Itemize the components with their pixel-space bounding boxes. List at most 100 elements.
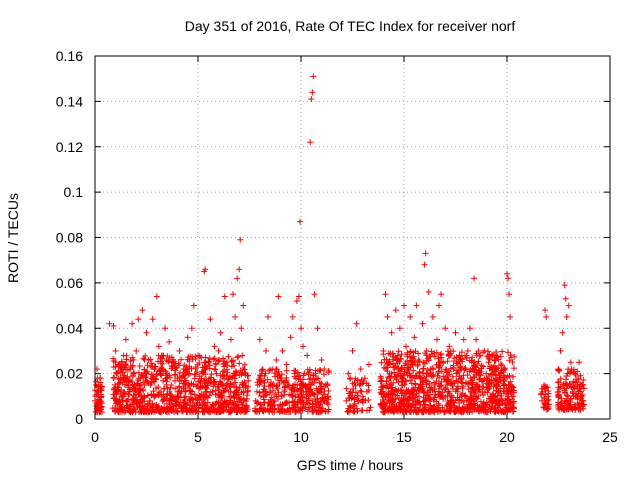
y-tick-label: 0.02 xyxy=(56,366,83,382)
x-tick-labels: 0 5 10 15 20 25 xyxy=(91,429,618,445)
data-point xyxy=(257,337,263,343)
data-point xyxy=(240,303,246,309)
data-point xyxy=(113,348,119,354)
x-tick-label: 15 xyxy=(396,429,412,445)
data-point-dense xyxy=(284,368,290,374)
data-point xyxy=(176,348,182,354)
data-point xyxy=(556,389,562,395)
x-axis-label: GPS time / hours xyxy=(297,457,404,473)
data-point-dense xyxy=(325,401,331,407)
data-point xyxy=(411,334,417,340)
data-point xyxy=(238,325,244,331)
data-point-dense xyxy=(325,388,331,394)
data-point-dense xyxy=(274,384,280,390)
x-tick-label: 20 xyxy=(499,429,515,445)
data-point xyxy=(228,337,234,343)
data-point xyxy=(542,307,548,313)
data-point xyxy=(189,325,195,331)
data-point xyxy=(310,73,316,79)
data-point xyxy=(504,271,510,277)
data-point-dense xyxy=(137,363,143,369)
data-point xyxy=(290,314,296,320)
data-point xyxy=(505,275,511,281)
data-point xyxy=(422,262,428,268)
data-point xyxy=(568,359,574,365)
y-tick-labels: 00.020.040.060.080.10.120.140.16 xyxy=(56,48,83,427)
data-point xyxy=(560,330,566,336)
data-point xyxy=(434,337,440,343)
data-point-dense xyxy=(207,355,213,361)
data-point xyxy=(366,362,372,368)
data-point xyxy=(393,307,399,313)
data-point-dense xyxy=(245,378,251,384)
data-point xyxy=(230,291,236,297)
data-point-dense xyxy=(396,348,402,354)
data-point xyxy=(354,321,360,327)
data-point-dense xyxy=(216,357,222,363)
data-point xyxy=(576,359,582,365)
data-point xyxy=(284,362,290,368)
data-point xyxy=(563,296,569,302)
data-points xyxy=(92,73,587,415)
data-point xyxy=(135,316,141,322)
data-point-dense xyxy=(499,348,505,354)
data-point-dense xyxy=(505,349,511,355)
data-point xyxy=(298,325,304,331)
roti-scatter-chart: Day 351 of 2016, Rate Of TEC Index for r… xyxy=(0,0,640,480)
data-point xyxy=(473,337,479,343)
data-point xyxy=(358,366,364,372)
y-tick-label: 0.08 xyxy=(56,230,83,246)
x-tick-label: 25 xyxy=(602,429,618,445)
data-point xyxy=(133,348,139,354)
data-point xyxy=(465,348,471,354)
data-point-dense xyxy=(131,371,137,377)
data-point-dense xyxy=(358,389,364,395)
y-tick-label: 0.14 xyxy=(56,93,83,109)
data-point xyxy=(385,314,391,320)
data-point xyxy=(319,357,325,363)
data-point xyxy=(156,343,162,349)
data-point xyxy=(311,291,317,297)
x-tick-label: 0 xyxy=(91,429,99,445)
data-point xyxy=(438,291,444,297)
data-point xyxy=(446,343,452,349)
data-point xyxy=(389,330,395,336)
data-point xyxy=(436,303,442,309)
data-point xyxy=(154,293,160,299)
data-point-dense xyxy=(235,354,241,360)
data-point-dense xyxy=(121,353,127,359)
data-point xyxy=(166,339,172,345)
data-point xyxy=(430,314,436,320)
data-point xyxy=(191,303,197,309)
data-point xyxy=(162,325,168,331)
data-point xyxy=(275,293,281,299)
y-tick-label: 0.16 xyxy=(56,48,83,64)
data-point-dense xyxy=(511,365,517,371)
data-point xyxy=(485,359,491,365)
data-point xyxy=(150,316,156,322)
y-tick-label: 0 xyxy=(75,411,83,427)
data-point xyxy=(413,303,419,309)
y-axis-label: ROTI / TECUs xyxy=(5,193,21,283)
data-point xyxy=(471,275,477,281)
x-tick-label: 5 xyxy=(194,429,202,445)
y-tick-label: 0.12 xyxy=(56,139,83,155)
data-point-dense xyxy=(502,374,508,380)
data-point-dense xyxy=(225,354,231,360)
data-point xyxy=(168,382,174,388)
data-point xyxy=(207,316,213,322)
data-point xyxy=(461,337,467,343)
data-point xyxy=(144,330,150,336)
data-point-dense xyxy=(368,404,374,410)
data-point-dense xyxy=(236,360,242,366)
data-point xyxy=(450,366,456,372)
data-point-dense xyxy=(282,379,288,385)
data-point xyxy=(139,307,145,313)
data-point xyxy=(307,139,313,145)
data-point-dense xyxy=(168,385,174,391)
data-point xyxy=(309,89,315,95)
data-point xyxy=(442,325,448,331)
data-point xyxy=(314,325,320,331)
data-point xyxy=(453,330,459,336)
data-point-dense xyxy=(436,369,442,375)
